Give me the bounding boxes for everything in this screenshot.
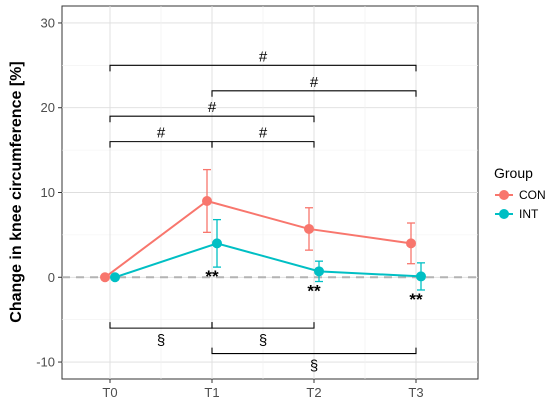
series-line-con [104,199,412,279]
x-tick-label: T0 [102,385,117,400]
significance-label: # [310,74,319,91]
significance-bracket [211,322,315,329]
data-point-con [202,195,212,206]
significance-label: # [208,99,217,116]
significance-bracket [109,115,315,123]
legend-key-con [499,190,509,200]
series-line-int [114,242,422,279]
significance-bracket [211,90,417,97]
data-point-int [212,238,222,249]
significance-label: § [310,358,318,375]
y-axis-ticks: -10 0 10 20 30 [36,15,62,370]
y-tick-label: -10 [36,355,55,370]
significance-bracket [109,64,417,72]
significance-label: # [259,125,268,142]
data-point-int [314,266,324,277]
x-tick-label: T2 [306,385,321,400]
data-point-int [110,272,120,283]
legend-key-int [499,209,509,219]
legend-label-con: CON [519,188,546,202]
legend-label-int: INT [519,207,539,221]
star-annotations: ** ** ** [205,267,423,309]
x-tick-label: T3 [408,385,423,400]
significance-label: § [259,332,267,349]
data-point-con [304,223,314,234]
y-tick-label: 0 [48,270,55,285]
significance-label: # [259,48,268,65]
y-axis-label: Change in knee circumference [%] [8,61,25,322]
data-point-int [416,271,426,282]
legend-title: Group [494,165,533,181]
data-point-con [100,272,110,283]
y-tick-label: 10 [41,185,55,200]
x-axis-ticks: T0 T1 T2 T3 [102,379,424,400]
significance-label: # [157,125,166,142]
y-tick-label: 20 [41,100,55,115]
data-series [100,168,426,291]
y-tick-label: 30 [41,15,55,30]
significance-stars: ** [205,267,219,286]
legend: Group CON INT [494,165,546,221]
significance-stars: ** [307,282,321,301]
x-tick-label: T1 [204,385,219,400]
significance-stars: ** [409,290,423,309]
significance-bracket [211,141,315,148]
significance-brackets: # # # # # § § § [109,48,417,375]
significance-label: § [157,332,165,349]
significance-bracket [211,347,417,355]
data-point-con [406,238,416,249]
